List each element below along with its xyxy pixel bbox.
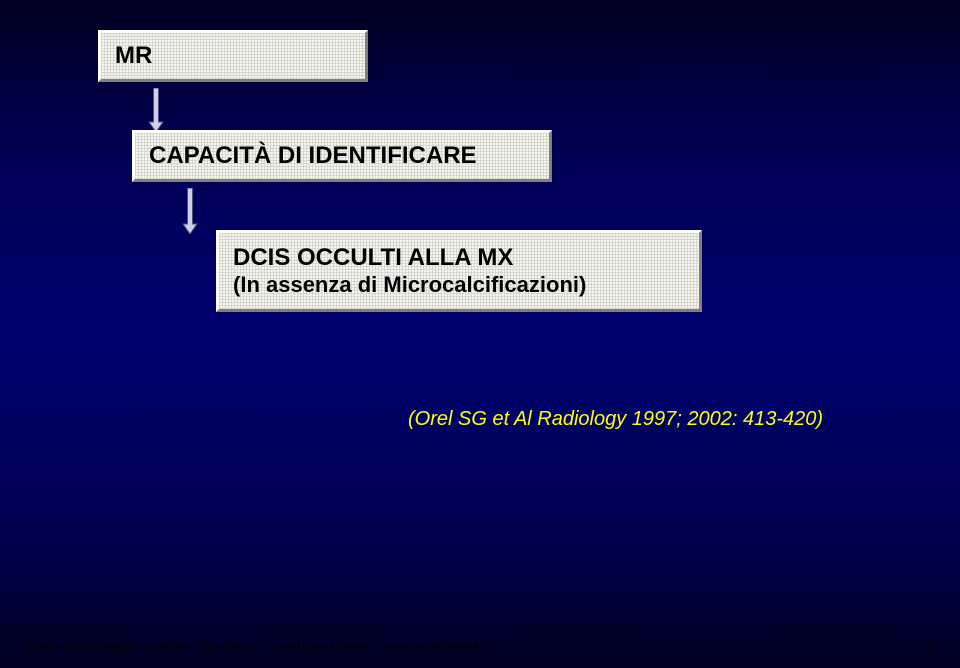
citation-text: (Orel SG et Al Radiology 1997; 2002: 413… <box>408 408 823 431</box>
box-dcis-subtext: (In assenza di Microcalcificazioni) <box>233 272 685 298</box>
box-dcis: DCIS OCCULTI ALLA MX (In assenza di Micr… <box>216 230 702 312</box>
box-mr-text: MR <box>115 42 351 70</box>
box-mr: MR <box>98 30 368 82</box>
box-dcis-text: DCIS OCCULTI ALLA MX <box>233 244 685 272</box>
footer-text: Studio Radiologico Viterbo - Di Carlo - … <box>22 639 490 656</box>
arrow-down-icon <box>146 88 166 132</box>
page-number: 6 <box>927 639 935 656</box>
arrow-down-icon <box>180 188 200 234</box>
box-capacita: CAPACITÀ DI IDENTIFICARE <box>132 130 552 182</box>
box-capacita-text: CAPACITÀ DI IDENTIFICARE <box>149 142 535 170</box>
